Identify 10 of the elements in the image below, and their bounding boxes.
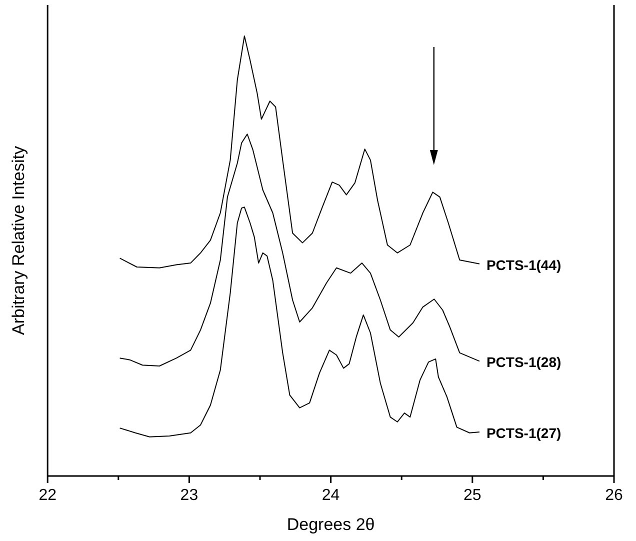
x-tick-label: 25: [464, 487, 482, 504]
x-tick-label: 24: [322, 487, 340, 504]
x-tick-label: 23: [180, 487, 198, 504]
series-label: PCTS-1(28): [486, 354, 562, 370]
series-label: PCTS-1(44): [486, 256, 562, 273]
x-tick-label: 22: [38, 487, 57, 504]
x-tick-label: 26: [605, 487, 623, 504]
y-axis-title: Arbitrary Relative Intesity: [9, 146, 28, 335]
x-axis-title: Degrees 2θ: [286, 515, 375, 534]
series-label: PCTS-1(27): [486, 425, 562, 441]
